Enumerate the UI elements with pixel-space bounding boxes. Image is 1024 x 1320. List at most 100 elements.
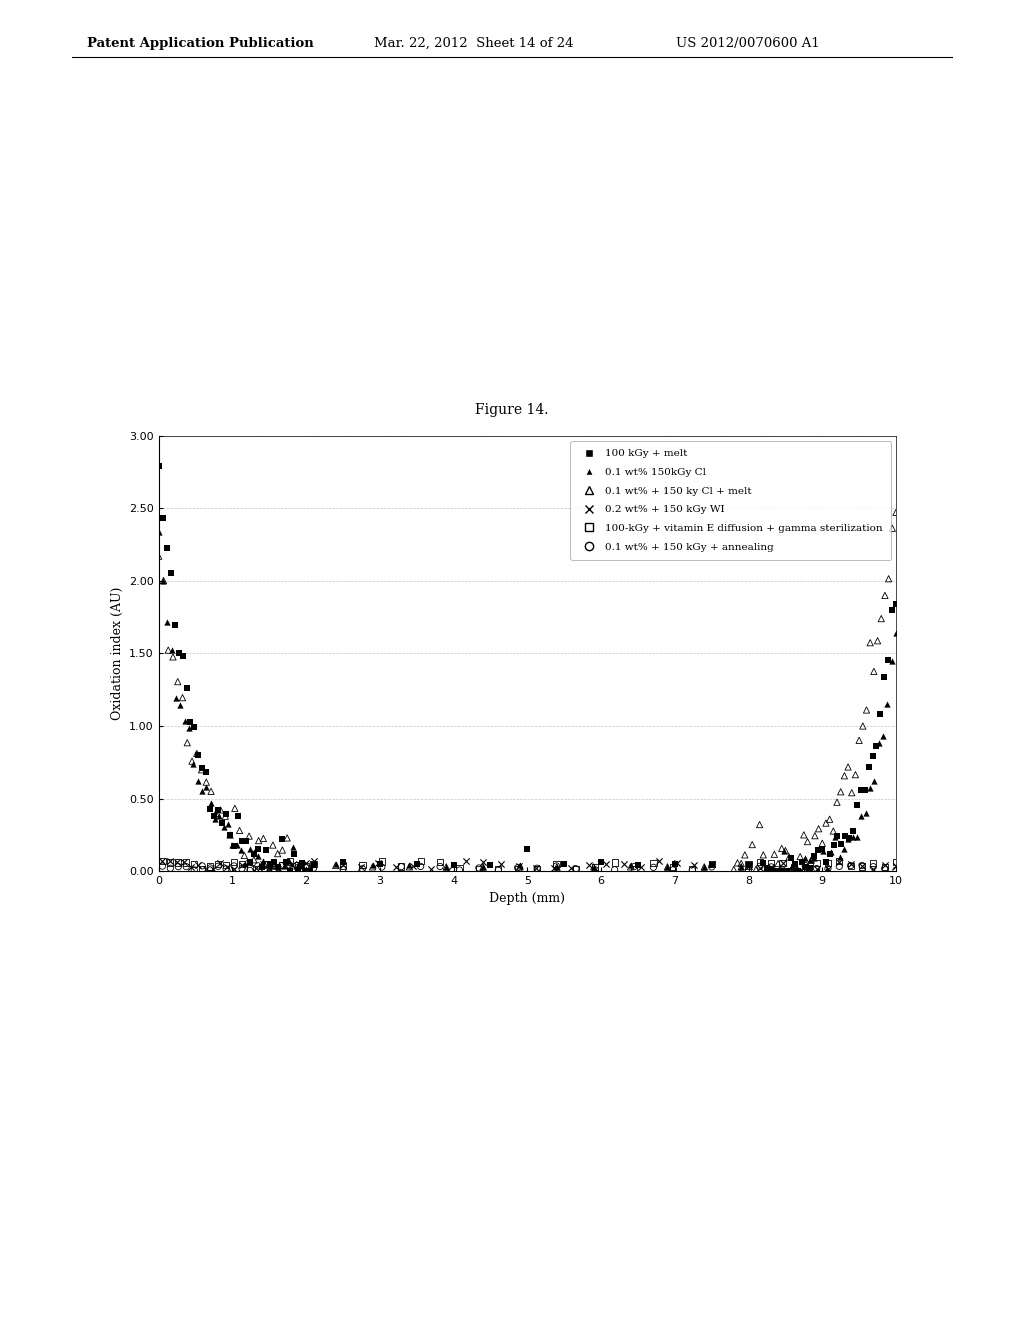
Point: [881, 568, 897, 589]
Point: [182, 711, 199, 733]
Point: [837, 825, 853, 846]
Point: [810, 840, 826, 861]
Point: [284, 855, 300, 876]
Point: [273, 855, 290, 876]
Point: [740, 855, 757, 876]
Point: [207, 809, 223, 830]
Point: [771, 861, 787, 882]
Point: [233, 858, 250, 879]
Point: [763, 857, 779, 878]
Point: [298, 858, 314, 879]
Point: [810, 818, 826, 840]
Point: [884, 649, 900, 671]
Point: [218, 858, 234, 879]
Point: [242, 858, 258, 879]
Point: [818, 859, 835, 880]
Point: [335, 858, 351, 879]
Point: [254, 857, 270, 878]
Point: [853, 805, 869, 826]
Point: [452, 858, 468, 879]
Point: [528, 858, 545, 879]
Point: [773, 838, 790, 859]
Point: [262, 858, 279, 879]
Point: [841, 829, 857, 850]
Point: [471, 858, 487, 879]
Point: [797, 847, 813, 869]
Point: [831, 851, 848, 873]
Point: [763, 853, 779, 874]
Point: [817, 851, 834, 873]
Point: [194, 759, 210, 780]
Point: [267, 855, 284, 876]
Point: [510, 857, 526, 878]
Point: [593, 851, 609, 873]
Point: [241, 825, 257, 846]
Point: [854, 855, 870, 876]
Point: [265, 851, 282, 873]
Point: [290, 861, 306, 882]
Point: [409, 854, 425, 875]
Point: [160, 639, 176, 660]
Point: [864, 746, 881, 767]
Point: [401, 855, 418, 876]
Point: [775, 841, 792, 862]
Point: [880, 649, 896, 671]
Point: [598, 853, 614, 874]
Point: [248, 857, 264, 878]
Point: [199, 776, 215, 797]
Point: [423, 858, 439, 879]
Point: [567, 858, 584, 879]
Point: [176, 710, 193, 731]
Point: [335, 854, 351, 875]
Point: [633, 857, 649, 878]
Point: [273, 829, 290, 850]
Point: [335, 851, 351, 873]
Point: [220, 813, 237, 834]
Point: [821, 843, 838, 865]
Point: [233, 854, 250, 875]
Point: [877, 667, 893, 688]
Point: [393, 855, 410, 876]
Point: [759, 861, 775, 882]
Point: [226, 851, 243, 873]
Point: [178, 677, 195, 698]
Point: [770, 853, 786, 874]
Point: [877, 585, 893, 606]
Text: US 2012/0070600 A1: US 2012/0070600 A1: [676, 37, 819, 50]
Point: [581, 854, 597, 875]
Point: [232, 840, 249, 861]
Point: [458, 851, 474, 873]
Point: [269, 857, 286, 878]
Point: [587, 859, 603, 880]
Point: [174, 688, 190, 709]
Point: [170, 643, 186, 664]
Point: [814, 833, 830, 854]
Point: [179, 733, 196, 754]
Point: [218, 855, 234, 876]
Point: [285, 837, 301, 858]
Point: [401, 857, 418, 878]
Point: [774, 853, 791, 874]
Point: [872, 704, 889, 725]
Point: [301, 861, 317, 882]
Point: [262, 853, 279, 874]
Point: [829, 825, 846, 846]
Point: [203, 792, 219, 813]
Point: [888, 859, 904, 880]
Point: [759, 858, 775, 879]
Point: [733, 853, 750, 874]
Point: [820, 853, 837, 874]
Point: [797, 855, 813, 876]
Point: [194, 855, 210, 876]
Point: [752, 857, 768, 878]
Point: [823, 841, 840, 862]
Point: [586, 857, 602, 878]
Point: [873, 609, 890, 630]
Point: [155, 850, 171, 871]
Point: [185, 754, 202, 775]
Point: [844, 783, 860, 804]
Point: [276, 855, 293, 876]
Point: [748, 859, 764, 880]
Point: [297, 857, 313, 878]
Point: [162, 851, 178, 873]
